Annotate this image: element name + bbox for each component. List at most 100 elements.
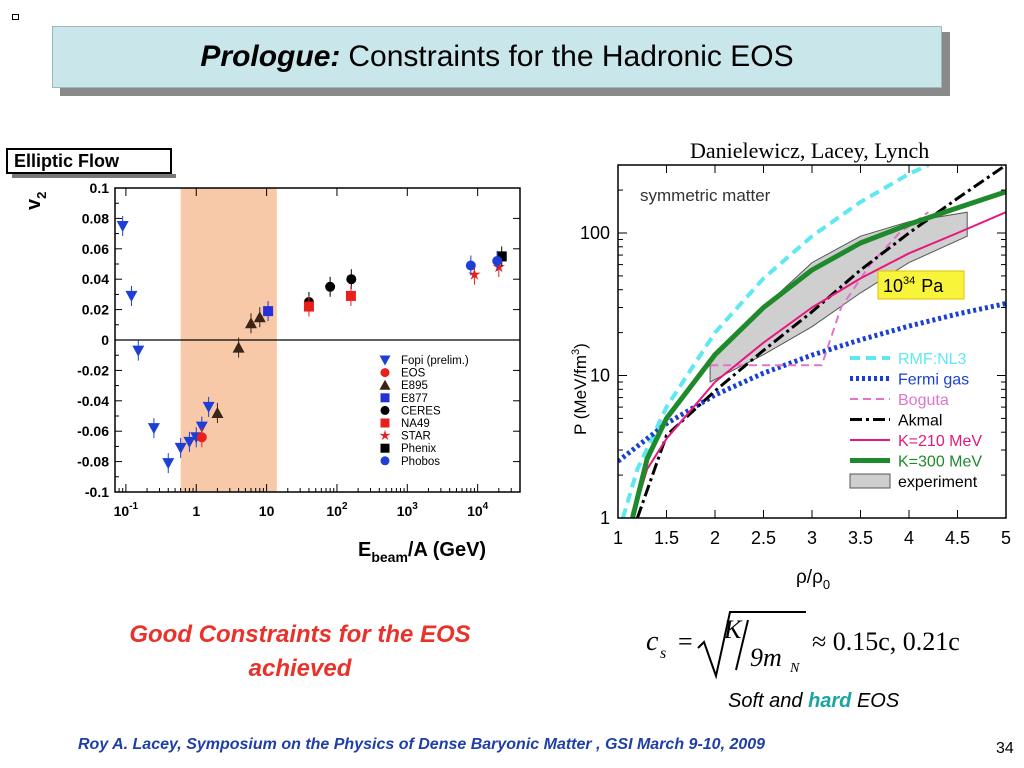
experiment-band — [709, 211, 968, 383]
pressure-callout: 1034 Pa — [883, 275, 944, 296]
eq-denominator-sub: N — [789, 661, 800, 676]
eq-rhs: ≈ 0.15c, 0.21c — [812, 627, 960, 656]
eos-curves — [618, 165, 1006, 518]
series-phobos — [465, 250, 503, 276]
series-e895 — [211, 307, 266, 423]
series-eos — [196, 427, 207, 448]
eq-lhs: c — [646, 626, 659, 657]
slide-title: Prologue: Constraints for the Hadronic E… — [52, 26, 942, 88]
data-point — [132, 345, 145, 357]
legend-marker-na49 — [380, 418, 390, 428]
soft-hard-caption: Soft and hard EOS — [728, 690, 899, 713]
x-tick-label: 2.5 — [751, 528, 776, 548]
data-point — [253, 311, 266, 323]
x-tick-exponent: 4 — [483, 501, 489, 512]
x-tick-exponent: 2 — [342, 501, 348, 512]
x-axis-label-post: /A (GeV) — [408, 539, 486, 561]
legend-label-phobos: Phobos — [401, 456, 440, 468]
data-point — [162, 458, 175, 470]
data-point — [263, 306, 274, 317]
y-tick-label: 0.06 — [82, 241, 109, 257]
elliptic-flow-chart: 0.1 0.08 0.06 0.04 0.02 0 -0.02 -0.04 -0.06 -0.08… — [23, 180, 521, 565]
data-point — [183, 436, 196, 448]
eq-denominator: 9m — [750, 643, 782, 672]
legend-swatch-experiment — [849, 473, 891, 489]
data-point — [244, 317, 257, 329]
y-tick-label: 0.1 — [90, 180, 110, 196]
y-tick-label: 10 — [590, 365, 610, 385]
data-point — [325, 281, 336, 292]
data-point — [346, 274, 357, 285]
x-tick-exponent: -1 — [129, 501, 138, 512]
data-point — [492, 255, 503, 266]
curve-k-210-mev — [631, 211, 1006, 518]
x-tick-label: 1 — [192, 503, 200, 519]
legend-label-akmal: Akmal — [898, 413, 942, 430]
y-tick-label: 0 — [101, 332, 109, 348]
eq-equals: = — [678, 627, 693, 656]
data-point — [116, 221, 129, 232]
y-tick-label: -0.06 — [77, 423, 109, 439]
eos-text: EOS — [851, 690, 900, 712]
legend-label-na49: NA49 — [401, 418, 430, 430]
data-point — [125, 290, 138, 302]
pressure-callout-exp: 34 — [903, 275, 915, 287]
legend-marker-phenix — [380, 443, 390, 453]
legend-label-star: STAR — [401, 431, 431, 443]
x-tick-label: 3.5 — [848, 528, 873, 548]
x-tick-label: 5 — [1001, 528, 1011, 548]
author-credit: Danielewicz, Lacey, Lynch — [690, 138, 930, 163]
curve-rmf-nl3 — [620, 165, 930, 518]
legend-label-e877: E877 — [401, 393, 428, 405]
legend-marker-star — [379, 429, 391, 441]
data-point — [211, 406, 224, 418]
legend-label-ceres: CERES — [401, 405, 441, 417]
eq-numerator: K — [723, 615, 743, 644]
legend-marker-phobos — [380, 456, 390, 466]
x-axis-label: Ebeam/A (GeV) — [358, 539, 486, 565]
data-point — [468, 268, 481, 280]
curve-boguta — [710, 211, 929, 367]
corner-marker — [12, 14, 19, 20]
footer-citation: Roy A. Lacey, Symposium on the Physics o… — [78, 736, 766, 753]
legend-marker-ceres — [380, 405, 390, 415]
data-point — [147, 423, 160, 435]
y-axis-label-sub: 2 — [34, 192, 49, 199]
legend-label-experiment: experiment — [898, 474, 978, 491]
x-tick-label: 4.5 — [945, 528, 970, 548]
legend-marker-e877 — [380, 393, 390, 403]
y-tick-label: -0.08 — [77, 454, 109, 470]
soft-text: Soft and — [728, 690, 809, 712]
data-point — [196, 432, 207, 443]
x-tick-label: 3 — [807, 528, 817, 548]
hard-text: hard — [808, 690, 852, 712]
data-point — [345, 290, 356, 301]
x-tick-label: 2 — [710, 528, 720, 548]
data-point — [174, 442, 187, 454]
eq-fraction-slash — [735, 619, 749, 671]
legend-label-k-300-mev: K=300 MeV — [898, 454, 982, 471]
data-point — [465, 260, 476, 271]
y-axis-label-post: ) — [571, 343, 590, 349]
x-tick-label: 1.5 — [654, 528, 679, 548]
series-e877 — [263, 301, 274, 322]
y-tick-label: -0.02 — [77, 362, 109, 378]
pressure-callout-unit: Pa — [921, 276, 944, 296]
data-point — [232, 341, 245, 353]
y-tick-label: 0.02 — [82, 302, 109, 318]
slide-number: 34 — [996, 740, 1014, 757]
legend-label-fermi-gas: Fermi gas — [898, 372, 969, 389]
x-tick-label: 10-1 — [114, 501, 139, 519]
x-tick-label: 1 — [613, 528, 623, 548]
legend-marker-eos — [380, 368, 390, 378]
title-text: Constraints for the Hadronic EOS — [348, 40, 794, 73]
x-axis-label-sub: beam — [371, 549, 408, 565]
legend-marker-e895 — [379, 379, 391, 390]
legend-label-fopi-prelim: Fopi (prelim.) — [401, 355, 469, 367]
legend-label-k-210-mev: K=210 MeV — [898, 433, 982, 450]
legend-label-phenix: Phenix — [401, 443, 436, 455]
y-tick-label: 0.08 — [82, 210, 109, 226]
legend-label-rmf-nl3: RMF:NL3 — [898, 351, 967, 368]
legend-marker-fopi-prelim — [379, 355, 391, 366]
legend-label-eos: EOS — [401, 368, 426, 380]
